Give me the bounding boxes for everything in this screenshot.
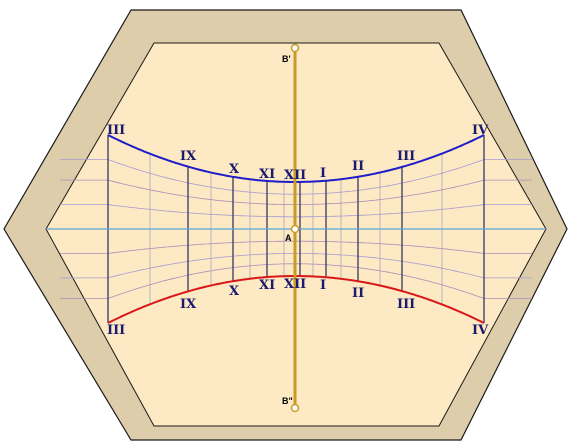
hour-label-top-x: X <box>229 162 240 177</box>
point-b-prime-marker <box>290 43 300 53</box>
hour-label-top-iii-left: III <box>107 123 125 138</box>
hour-label-top-i: I <box>320 166 326 181</box>
hour-label-top-xi: XI <box>259 167 275 182</box>
hour-label-top-xii: XII <box>284 168 306 183</box>
hour-label-top-iii-right: III <box>397 149 415 164</box>
hour-label-bottom-iii-left: III <box>107 323 125 338</box>
point-b-prime-label: B' <box>282 54 291 64</box>
point-a-marker <box>290 224 300 234</box>
hour-label-top-iv: IV <box>472 123 489 138</box>
hour-label-bottom-xii: XII <box>284 277 306 292</box>
hour-label-bottom-x: X <box>229 284 240 299</box>
hour-label-bottom-ix: IX <box>180 297 197 312</box>
hour-label-bottom-xi: XI <box>259 278 275 293</box>
point-a-label: A <box>285 233 292 243</box>
hour-label-bottom-iv: IV <box>472 323 489 338</box>
hour-label-top-ix: IX <box>180 149 197 164</box>
hour-label-bottom-ii: II <box>352 286 364 301</box>
point-b-double-prime-marker <box>290 403 300 413</box>
hour-label-bottom-iii-right: III <box>397 297 415 312</box>
point-b-double-prime-label: B" <box>282 396 293 406</box>
hour-label-bottom-i: I <box>320 278 326 293</box>
hour-label-top-ii: II <box>352 159 364 174</box>
